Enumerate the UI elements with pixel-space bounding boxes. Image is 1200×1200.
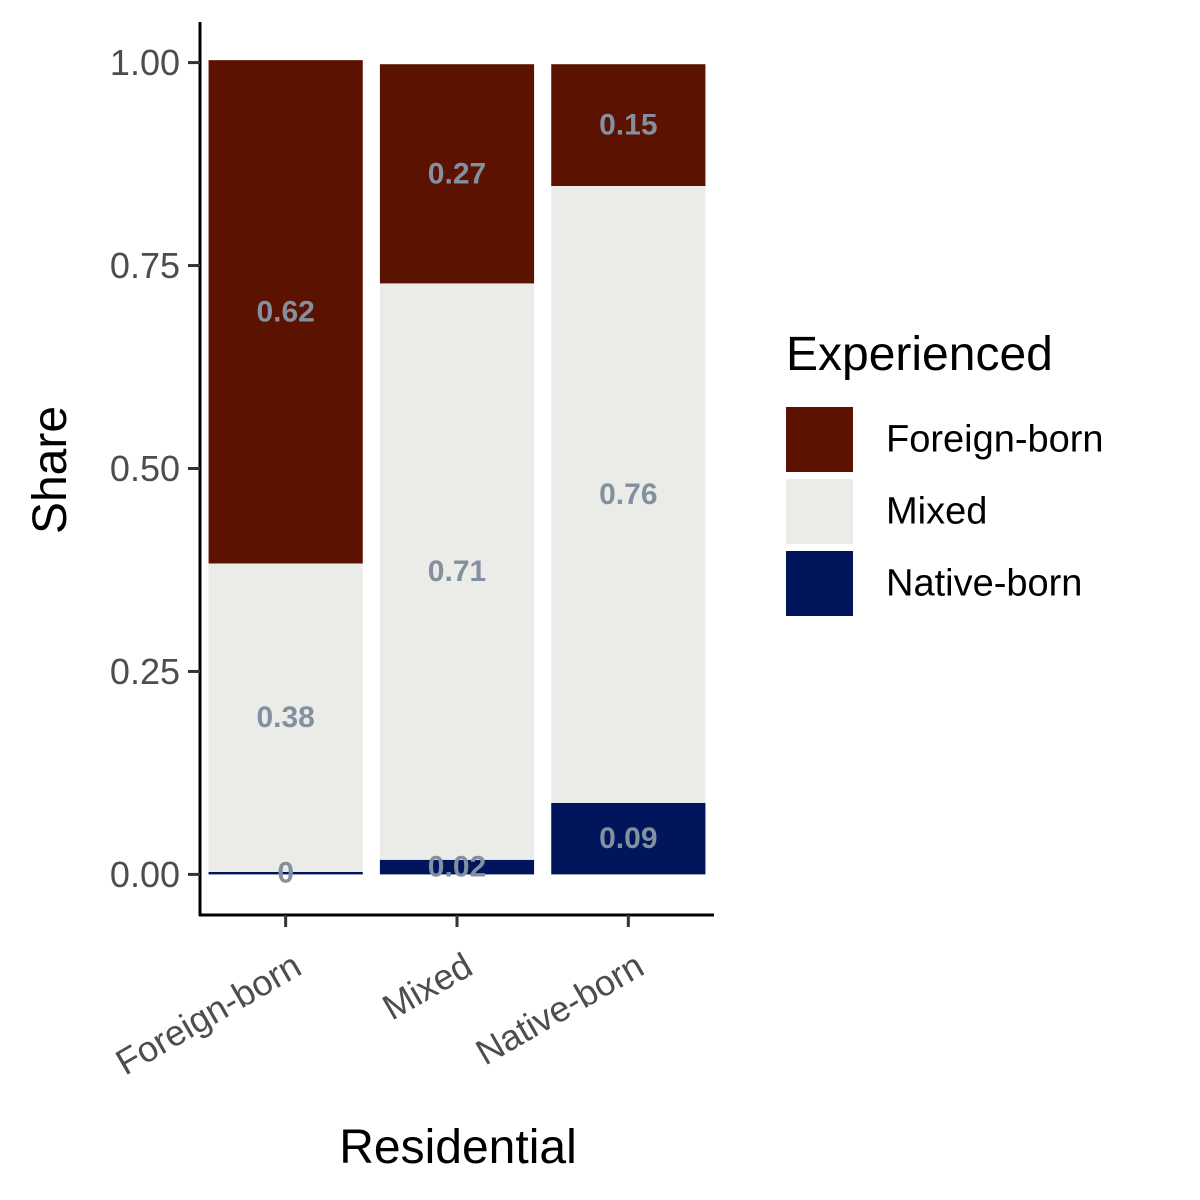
- bar-label-foreign-born-mixed: 0.38: [256, 701, 314, 734]
- y-tick-label: 0.25: [110, 651, 180, 692]
- x-tick-label: Mixed: [375, 944, 479, 1028]
- bar-label-foreign-born-foreign-born: 0.62: [256, 295, 314, 328]
- x-tick-label: Foreign-born: [109, 944, 308, 1083]
- bar-label-native-born-mixed: 0.76: [599, 478, 657, 511]
- bars-layer: [208, 60, 706, 875]
- legend-title: Experienced: [786, 328, 1053, 381]
- y-tick-label: 0.75: [110, 245, 180, 286]
- bar-mixed-mixed: [379, 283, 535, 860]
- bar-label-mixed-mixed: 0.71: [428, 555, 486, 588]
- bar-labels-layer: 0 0.38 0.62 0.02 0.71 0.27 0.09 0.76 0.15: [256, 109, 657, 890]
- y-tick-label: 0.50: [110, 448, 180, 489]
- bar-mixed-native-born: [379, 859, 535, 875]
- bar-label-mixed-foreign-born: 0.27: [428, 157, 486, 190]
- legend: Experienced Foreign-born Mixed Native-born: [786, 328, 1104, 616]
- bar-label-native-born-native-born: 0.09: [599, 822, 657, 855]
- legend-label-foreign-born: Foreign-born: [886, 419, 1104, 461]
- bar-label-foreign-born-native-born: 0: [277, 857, 294, 890]
- bar-foreign-born-foreign-born: [208, 60, 363, 564]
- legend-label-native-born: Native-born: [886, 563, 1082, 605]
- legend-key-native-born: [786, 551, 853, 616]
- bar-native-born-native-born: [551, 802, 706, 875]
- bar-label-mixed-native-born: 0.02: [428, 851, 486, 884]
- x-tick-label: Native-born: [469, 944, 651, 1073]
- y-axis-title: Share: [24, 406, 77, 534]
- y-tick-label: 1.00: [110, 42, 180, 83]
- y-ticks-layer: 0.00 0.25 0.50 0.75 1.00: [110, 42, 200, 895]
- bar-label-native-born-foreign-born: 0.15: [599, 109, 657, 142]
- legend-key-mixed: [786, 479, 853, 544]
- legend-key-foreign-born: [786, 407, 853, 472]
- bar-native-born-mixed: [551, 185, 706, 803]
- legend-label-mixed: Mixed: [886, 491, 987, 533]
- bar-mixed-foreign-born: [379, 64, 535, 284]
- bar-foreign-born-native-born: [208, 871, 363, 875]
- x-axis-title: Residential: [339, 1121, 576, 1174]
- bar-native-born-foreign-born: [551, 64, 706, 186]
- y-tick-label: 0.00: [110, 854, 180, 895]
- bar-foreign-born-mixed: [208, 563, 363, 872]
